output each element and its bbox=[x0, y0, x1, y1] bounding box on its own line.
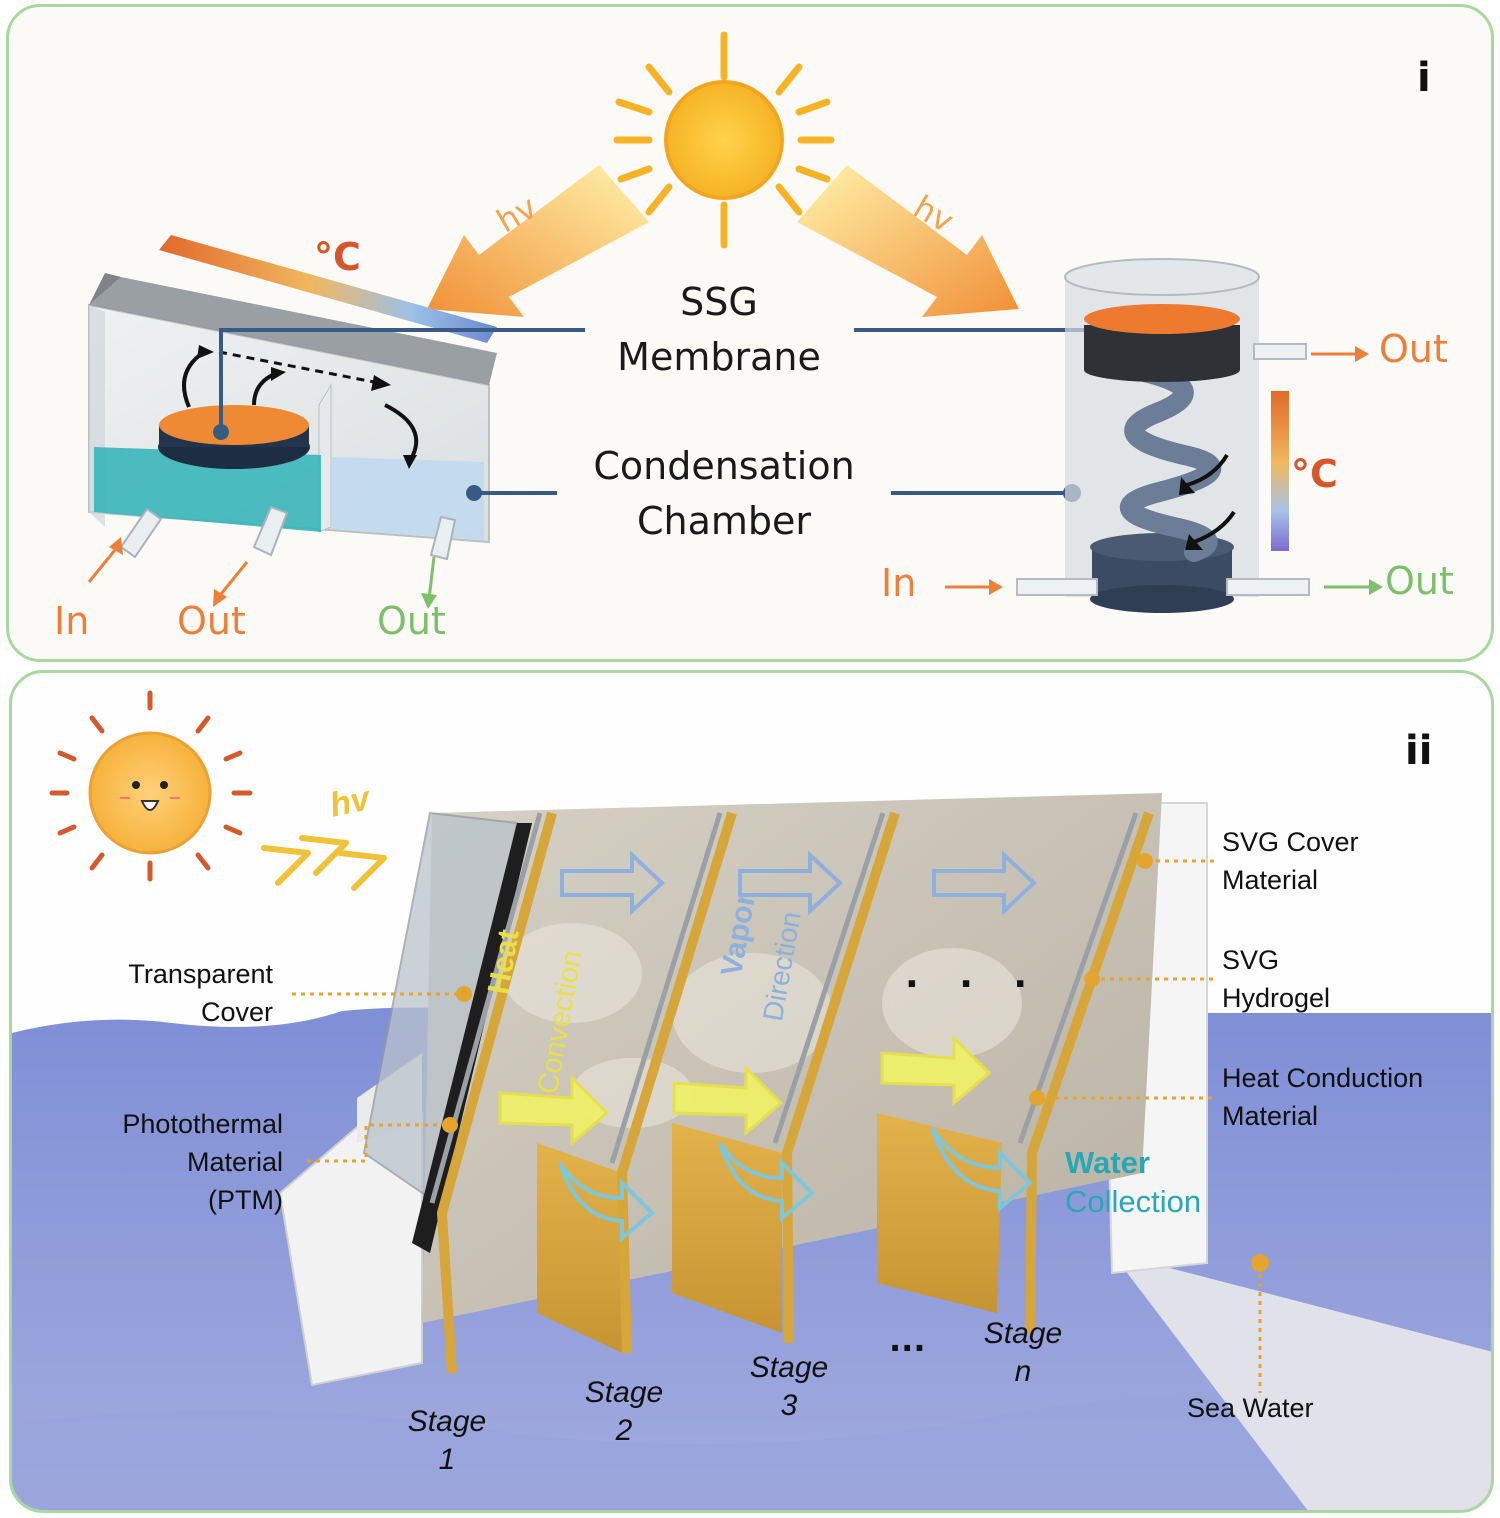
stage-2-label: Stage 2 bbox=[574, 1374, 674, 1450]
sun-icon bbox=[613, 31, 835, 249]
transparent-cover-line-2: Cover bbox=[200, 997, 273, 1027]
heat-conduction-material-label: Heat Conduction Material bbox=[1222, 1059, 1423, 1135]
ssg-membrane-label: SSG Membrane bbox=[589, 275, 849, 385]
stage-n-number: n bbox=[1014, 1355, 1032, 1388]
water-collection-arrows bbox=[558, 1126, 1033, 1243]
right-out-bottom-label: Out bbox=[1385, 559, 1454, 603]
ellipsis-middle: . . . bbox=[905, 955, 1042, 996]
heat-conduction-line-1: Heat Conduction bbox=[1222, 1063, 1424, 1093]
light-beam-right-icon bbox=[797, 165, 1019, 317]
panel-i-illustration bbox=[87, 31, 1383, 613]
svg-hydrogel-label: SVG Hydrogel bbox=[1222, 941, 1330, 1017]
stage-1-number: 1 bbox=[438, 1443, 456, 1476]
transparent-cover-line-1: Transparent bbox=[128, 959, 273, 989]
smiling-sun-icon bbox=[49, 690, 253, 882]
sea-water-label: Sea Water bbox=[1187, 1393, 1314, 1423]
stage-3-number: 3 bbox=[780, 1389, 798, 1422]
panel-label-ii: ii bbox=[1405, 728, 1433, 774]
temperature-label-left: °C bbox=[314, 235, 361, 279]
ptm-line-3: (PTM) bbox=[208, 1185, 283, 1215]
stage-n-label: Stage n bbox=[973, 1315, 1073, 1391]
ssg-line-2: Membrane bbox=[617, 335, 821, 379]
right-out-top-label: Out bbox=[1379, 327, 1448, 371]
ellipsis-bottom: ... bbox=[889, 1321, 926, 1359]
stage-2-word: Stage bbox=[584, 1376, 664, 1409]
svg-hydrogel-line-2: Hydrogel bbox=[1222, 983, 1331, 1013]
stage-3-label: Stage 3 bbox=[739, 1349, 839, 1425]
stage-n-word: Stage bbox=[983, 1317, 1063, 1350]
cylindrical-solar-still bbox=[945, 258, 1383, 613]
left-out-label: Out bbox=[177, 599, 246, 643]
panel-ii-illustration bbox=[12, 690, 1491, 1510]
heat-arrows bbox=[498, 1034, 992, 1147]
cond-line-1: Condensation bbox=[593, 444, 855, 488]
left-in-label: In bbox=[54, 599, 90, 643]
panel-i: i hv hv °C °C SSG Membrane Condensation … bbox=[6, 4, 1494, 662]
stage-2-number: 2 bbox=[615, 1414, 633, 1447]
ptm-label: Photothermal Material (PTM) bbox=[122, 1105, 283, 1219]
basin-solar-still bbox=[87, 235, 497, 609]
ptm-line-2: Material bbox=[186, 1147, 283, 1177]
hv-label-ii: hv bbox=[326, 779, 374, 825]
vapor-arrows bbox=[560, 850, 1037, 916]
right-in-label: In bbox=[881, 561, 917, 605]
cond-line-2: Chamber bbox=[636, 499, 812, 543]
stage-3-word: Stage bbox=[749, 1351, 829, 1384]
leader-lines-panel-ii bbox=[292, 859, 1262, 1393]
condensation-chamber-label: Condensation Chamber bbox=[564, 439, 884, 549]
temperature-label-right: °C bbox=[1291, 452, 1338, 496]
transparent-cover-label: Transparent Cover bbox=[128, 955, 273, 1031]
light-beam-left-icon bbox=[427, 165, 649, 317]
svg-cover-material-label: SVG Cover Material bbox=[1222, 823, 1359, 899]
stage-walls bbox=[436, 811, 1154, 1374]
collection-word: Collection bbox=[1065, 1184, 1202, 1219]
panel-label-i: i bbox=[1417, 55, 1431, 101]
stage-1-word: Stage bbox=[407, 1405, 487, 1438]
water-word: Water bbox=[1065, 1145, 1150, 1180]
ssg-line-1: SSG bbox=[680, 280, 758, 324]
heat-conduction-line-2: Material bbox=[1222, 1101, 1319, 1131]
panel-ii: ii hv Transparent Cover Photothermal Mat… bbox=[9, 670, 1494, 1513]
svg-hydrogel-line-1: SVG bbox=[1222, 945, 1280, 975]
stage-1-label: Stage 1 bbox=[397, 1403, 497, 1479]
svg-cover-line-1: SVG Cover bbox=[1222, 827, 1359, 857]
left-out-green-label: Out bbox=[377, 599, 446, 643]
light-chevrons-icon bbox=[261, 835, 387, 891]
svg-cover-line-2: Material bbox=[1222, 865, 1319, 895]
ptm-line-1: Photothermal bbox=[122, 1109, 283, 1139]
